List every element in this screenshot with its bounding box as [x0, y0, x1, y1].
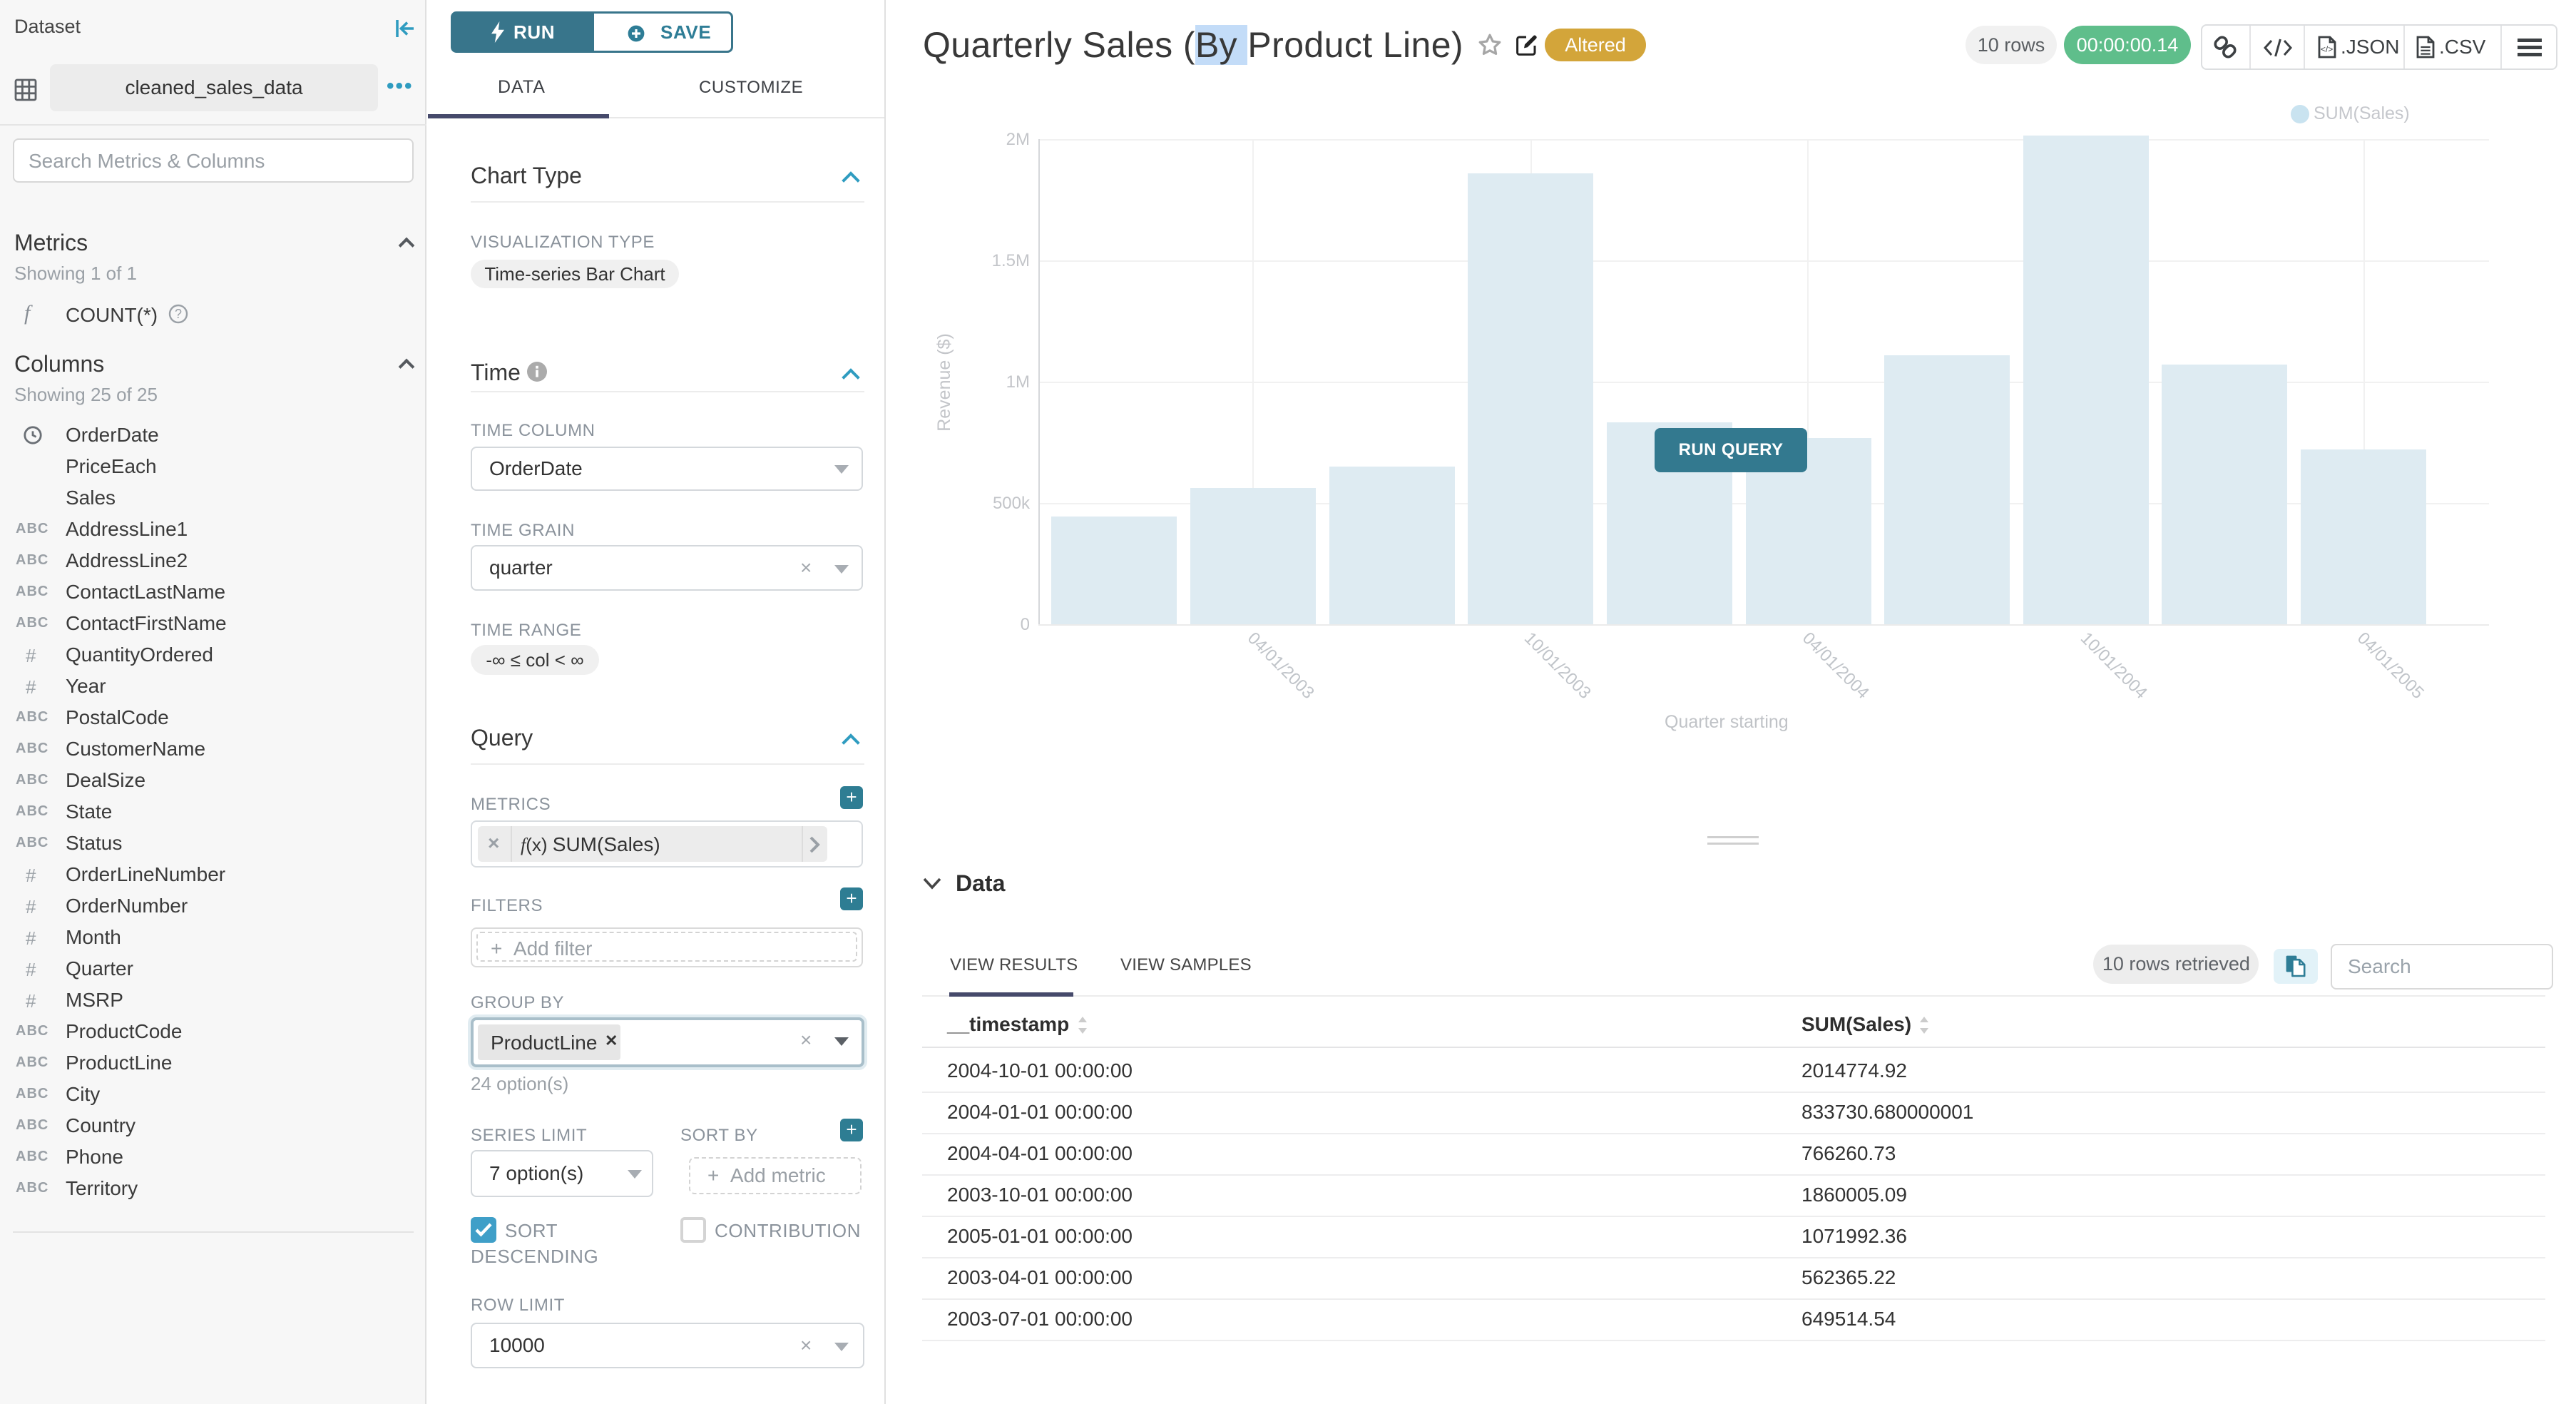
svg-text:?: ?	[175, 307, 182, 321]
svg-text:</>: </>	[2321, 44, 2333, 54]
